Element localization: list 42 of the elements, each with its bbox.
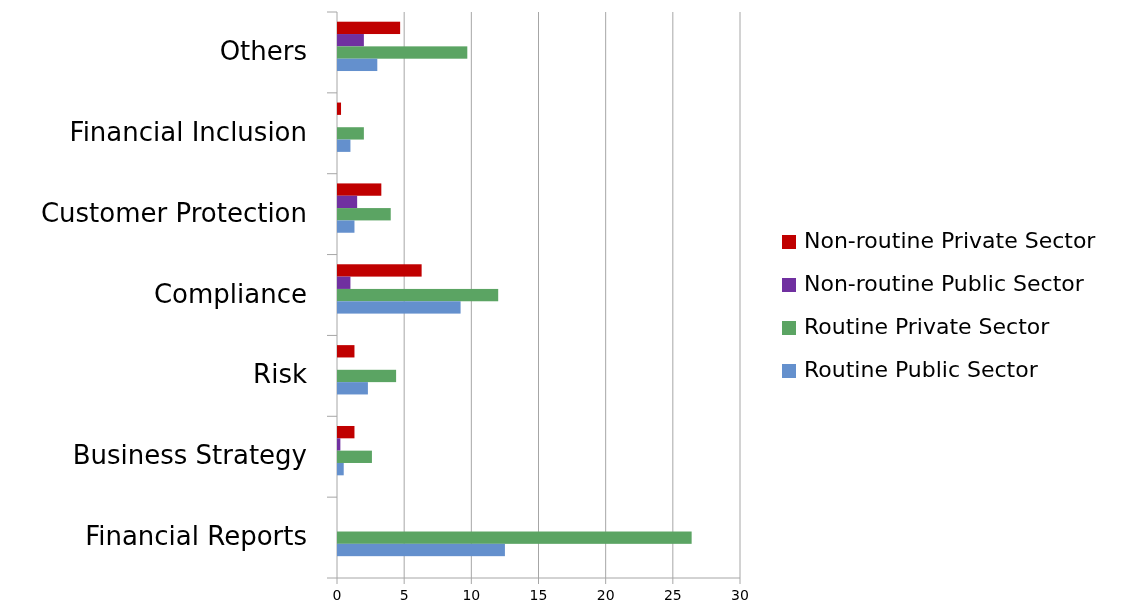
bar	[337, 276, 351, 289]
bar	[337, 195, 358, 209]
bar	[337, 425, 355, 439]
bar	[337, 288, 499, 302]
bar	[337, 46, 468, 59]
bar	[337, 183, 382, 196]
bar	[337, 58, 378, 72]
bar	[337, 438, 341, 451]
bar	[337, 345, 355, 358]
y-tick-label: Financial Reports	[85, 521, 307, 552]
bar	[337, 139, 351, 152]
bar	[337, 34, 364, 47]
x-tick-label: 15	[529, 587, 548, 603]
x-tick-label: 25	[663, 587, 682, 603]
x-tick-label: 0	[332, 587, 342, 603]
bar	[337, 369, 397, 383]
bar	[337, 450, 372, 463]
legend-label: Routine Private Sector	[804, 314, 1051, 339]
bar	[337, 208, 391, 221]
bar	[337, 382, 368, 395]
legend-label: Non-routine Public Sector	[804, 271, 1085, 296]
bar	[337, 462, 344, 476]
bar	[337, 102, 342, 115]
x-tick-label: 20	[596, 587, 615, 603]
y-tick-label: Risk	[253, 359, 307, 390]
y-tick-label: Business Strategy	[72, 440, 307, 471]
bar	[337, 264, 422, 277]
bar	[337, 301, 461, 314]
x-tick-label: 10	[462, 587, 481, 603]
y-tick-label: Financial Inclusion	[69, 116, 307, 147]
y-tick-label: Others	[219, 35, 307, 66]
bar	[337, 531, 692, 544]
bar	[337, 21, 401, 35]
bar	[337, 543, 505, 557]
y-tick-label: Compliance	[153, 278, 307, 309]
y-tick-label: Customer Protection	[40, 197, 307, 228]
bar	[337, 220, 355, 233]
bar	[337, 127, 364, 140]
legend-label: Routine Public Sector	[804, 357, 1039, 382]
x-tick-label: 30	[731, 587, 749, 603]
x-tick-label: 5	[399, 587, 409, 603]
legend-label: Non-routine Private Sector	[804, 228, 1097, 253]
